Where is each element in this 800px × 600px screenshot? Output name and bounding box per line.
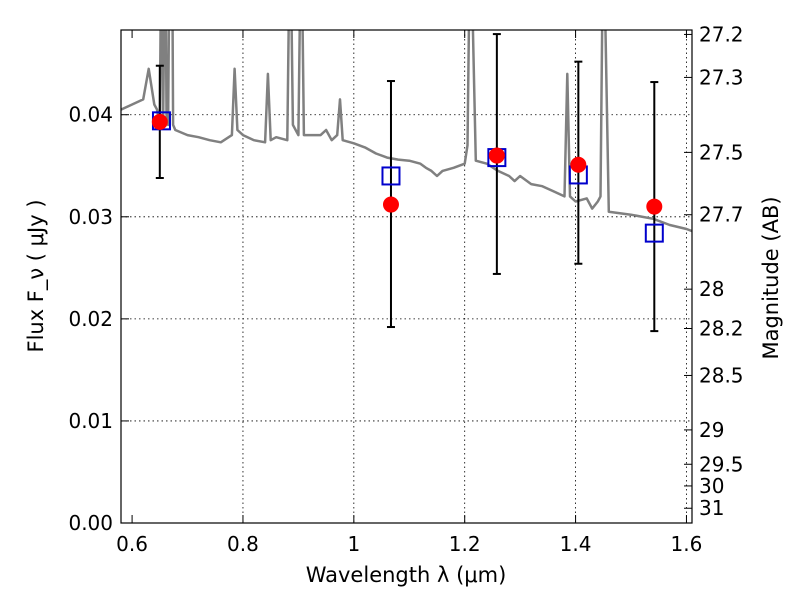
right-tick-label: 28 <box>699 277 724 301</box>
x-axis: 0.6 0.8 1 1.2 1.4 1.6 <box>116 30 702 556</box>
grid <box>121 30 692 523</box>
observed-flux-markers <box>151 113 663 215</box>
right-tick-label: 30 <box>699 474 724 498</box>
y-tick-label: 0.01 <box>68 409 113 433</box>
y-tick-label: 0.00 <box>68 511 113 535</box>
model-spectrum <box>121 30 692 233</box>
observed-point <box>488 147 505 164</box>
plot-frame <box>120 29 693 524</box>
x-tick-label: 0.6 <box>116 532 148 556</box>
x-tick-label: 1 <box>347 532 360 556</box>
y-axis-right-title: Magnitude (AB) <box>759 196 783 359</box>
model-band-square <box>381 166 401 186</box>
observed-point <box>382 196 399 213</box>
right-tick-label: 27.5 <box>699 140 744 164</box>
y-tick-label: 0.02 <box>68 307 113 331</box>
right-tick-label: 27.2 <box>699 22 744 46</box>
y-tick-label: 0.03 <box>68 205 113 229</box>
right-tick-label: 28.5 <box>699 363 744 387</box>
right-tick-label: 31 <box>699 496 724 520</box>
y-axis-left: 0.00 0.01 0.02 0.03 0.04 <box>68 103 129 535</box>
x-axis-title: Wavelength λ (μm) <box>306 563 507 587</box>
right-tick-label: 29 <box>699 418 724 442</box>
y-tick-label: 0.04 <box>68 103 113 127</box>
x-tick-label: 0.8 <box>227 532 259 556</box>
observed-point <box>570 156 587 173</box>
right-tick-label: 28.2 <box>699 316 744 340</box>
x-tick-label: 1.6 <box>671 532 703 556</box>
model-spectrum-line <box>121 30 692 233</box>
y-axis-title: Flux F_ν ( μJy ) <box>24 199 49 352</box>
right-tick-label: 27.3 <box>699 65 744 89</box>
x-tick-label: 1.2 <box>449 532 481 556</box>
x-tick-label: 1.4 <box>560 532 592 556</box>
observed-point <box>151 113 168 130</box>
right-tick-label: 27.7 <box>699 203 744 227</box>
observed-point <box>646 198 663 215</box>
model-band-square <box>644 223 664 243</box>
right-tick-label: 29.5 <box>699 452 744 476</box>
model-band-flux-markers <box>151 111 664 243</box>
